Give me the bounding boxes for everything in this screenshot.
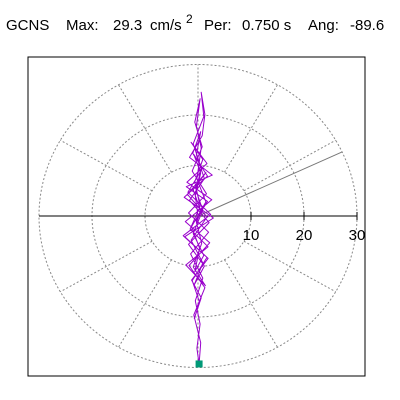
axis-tick-label-30: 30 — [349, 227, 366, 244]
period-label: Per: — [204, 17, 232, 34]
marker-layer — [195, 360, 203, 368]
grid-spoke-210 — [60, 240, 153, 293]
station-code: GCNS — [6, 17, 50, 34]
grid-spoke-30 — [243, 139, 336, 192]
grid-spoke-330 — [243, 240, 336, 293]
axis-tick-label-10: 10 — [243, 227, 260, 244]
max-value: 29.3 — [113, 17, 143, 34]
plot-frame — [27, 56, 366, 377]
max-label: Max: — [66, 17, 99, 34]
angle-label: Ang: — [308, 17, 339, 34]
max-units: cm/s — [150, 17, 182, 34]
period-value: 0.750 s — [242, 17, 292, 34]
grid-spoke-60 — [224, 84, 278, 173]
peak-marker — [195, 360, 203, 368]
grid-spoke-300 — [224, 259, 278, 348]
max-units-exponent: 2 — [186, 12, 193, 26]
motion-trace — [182, 91, 214, 365]
reference-line — [197, 151, 343, 217]
angle-value: -89.6 — [350, 17, 385, 34]
grid-spoke-240 — [118, 259, 172, 348]
axis-tick-label-20: 20 — [296, 227, 313, 244]
grid-spoke-150 — [60, 139, 153, 192]
trace-layer — [182, 91, 214, 365]
grid-spoke-120 — [118, 84, 172, 173]
chart-header: GCNS Max: 29.3 cm/s 2 Per: 0.750 s Ang: … — [0, 0, 400, 48]
